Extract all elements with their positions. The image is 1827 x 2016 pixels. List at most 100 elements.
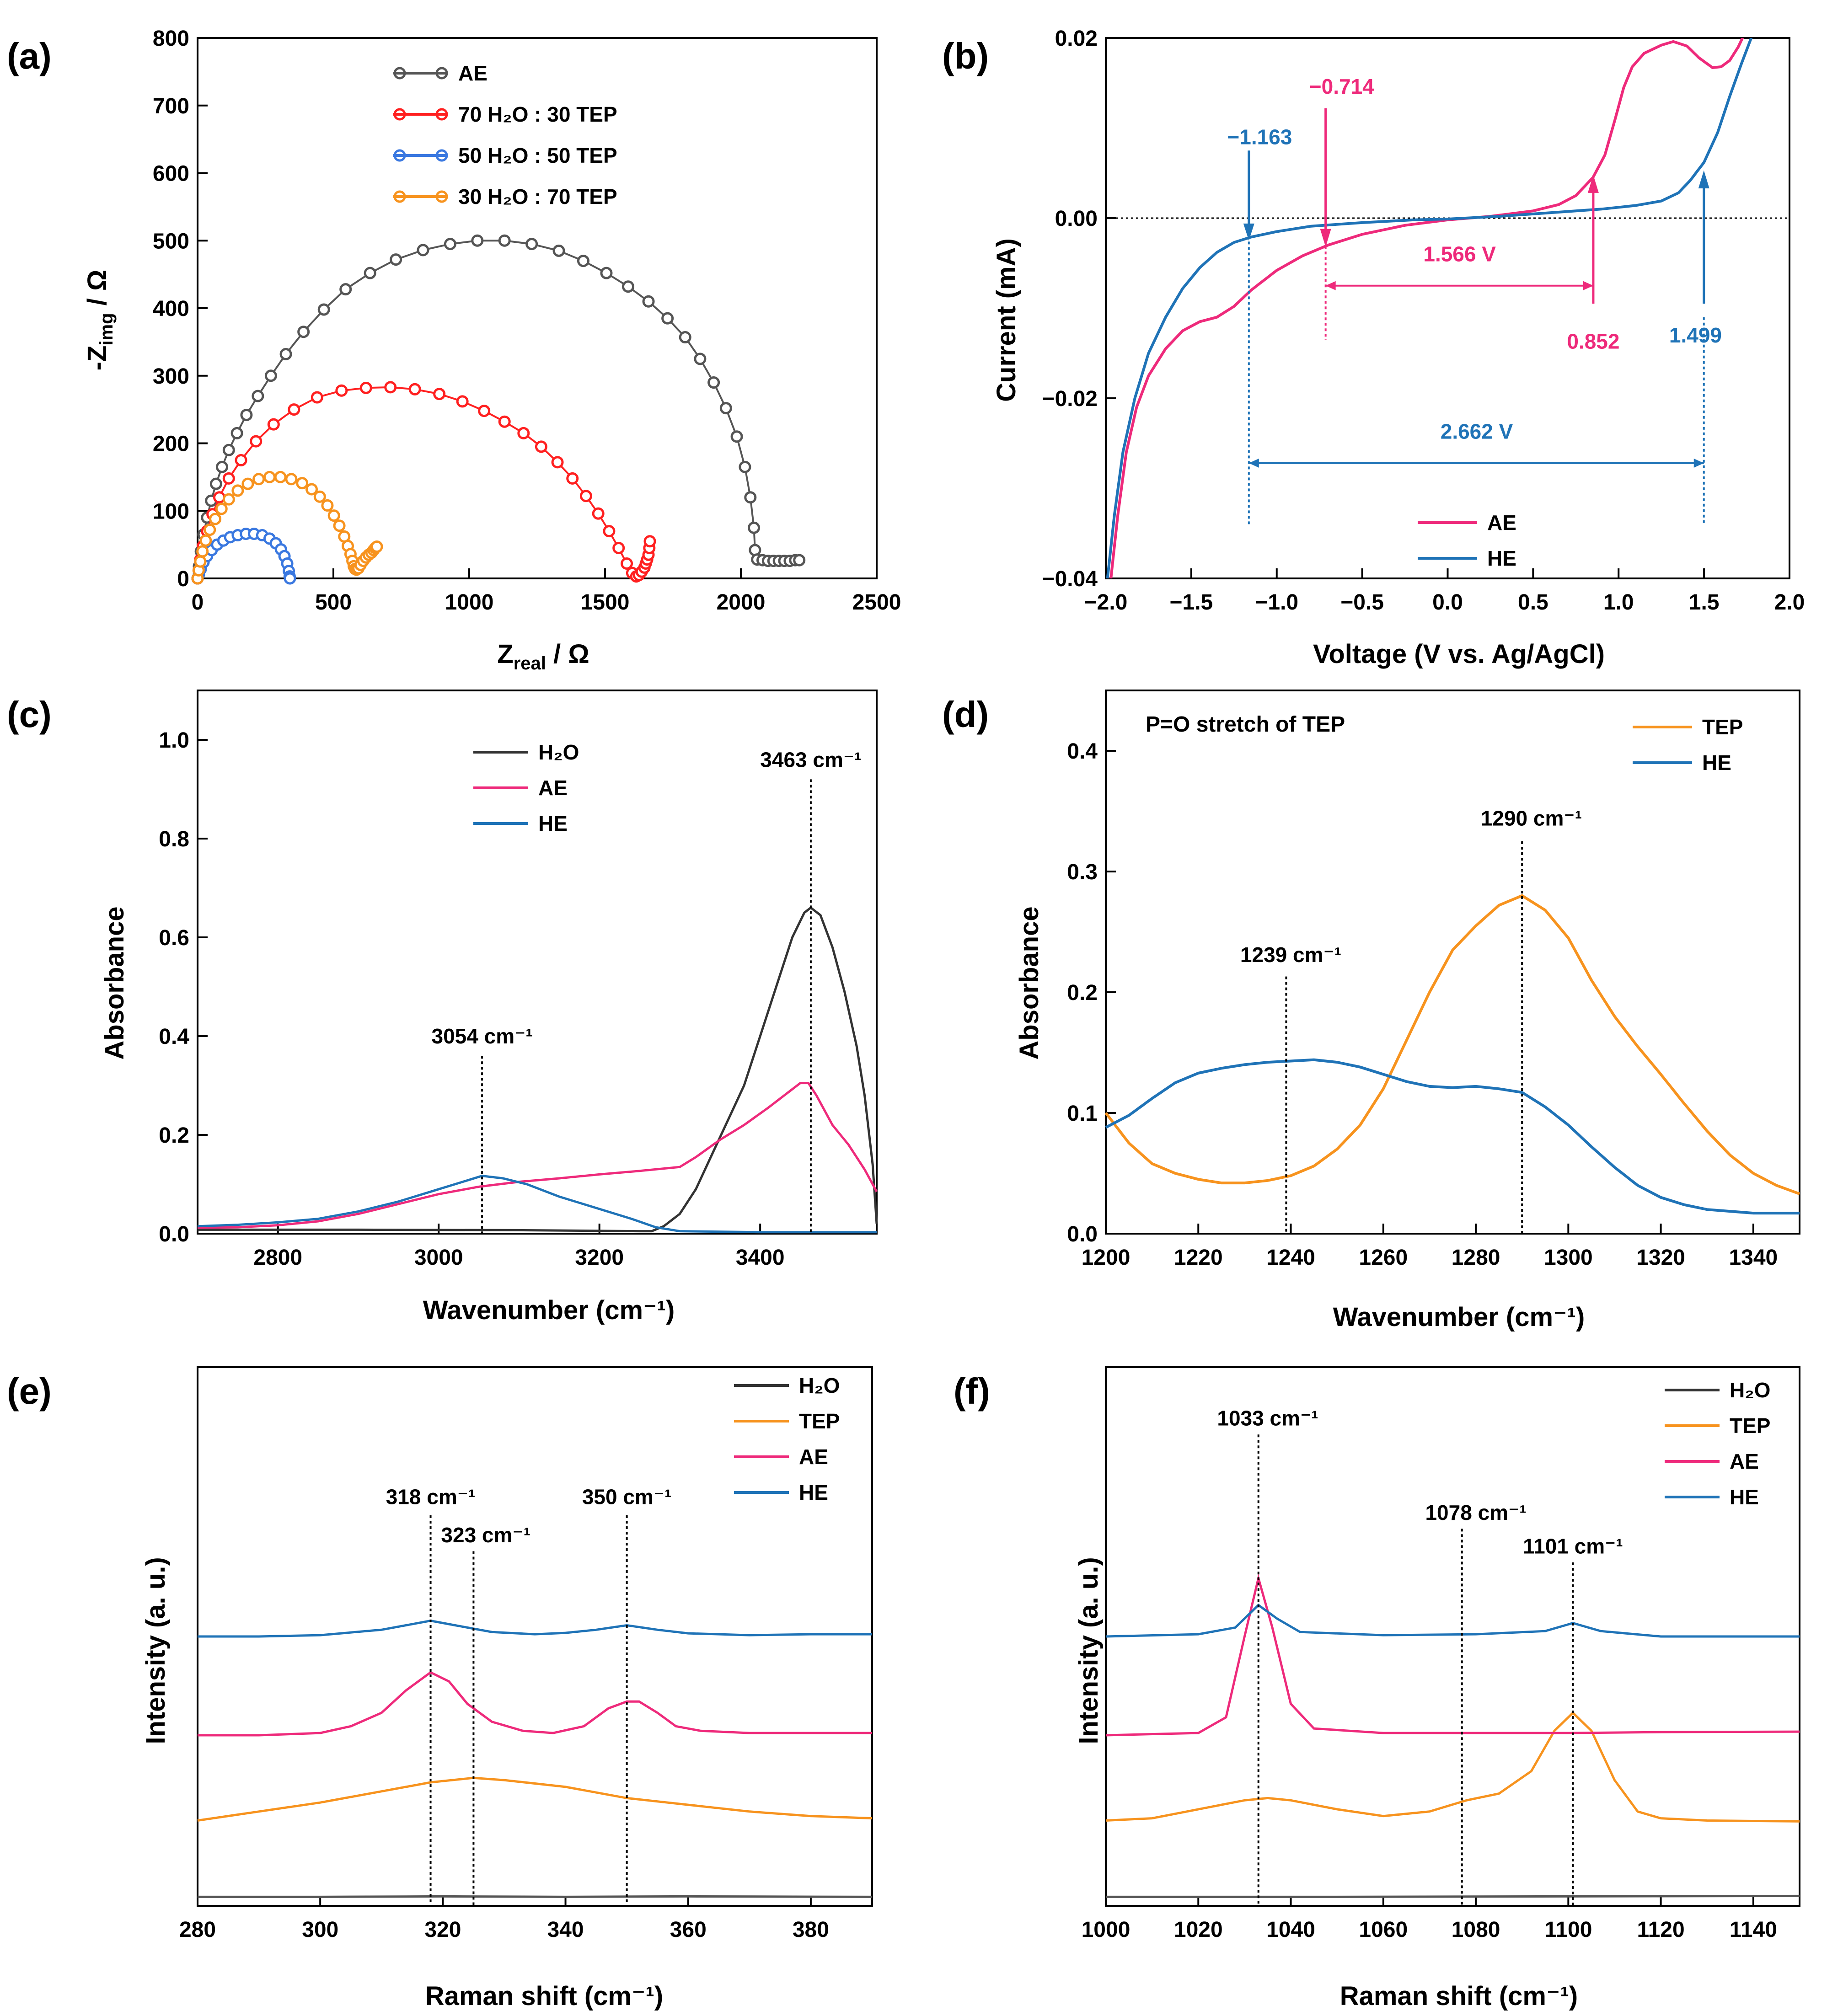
x-tick-label: −2.0 xyxy=(1084,590,1128,615)
he-left-value: −1.163 xyxy=(1227,125,1292,149)
ae-window-arrowhead xyxy=(1583,281,1593,290)
panel-a-ylabel: -Zimg / Ω xyxy=(82,270,117,371)
data-point xyxy=(642,295,655,308)
panel-b-legend: AE HE xyxy=(1418,511,1516,570)
plot-frame xyxy=(1105,37,1790,579)
x-tick-label: 1020 xyxy=(1174,1918,1223,1942)
y-tick-label: 100 xyxy=(153,499,189,524)
panel-b-annotations: −0.714 −1.163 0.852 1.499 1.566 V 2.662 V xyxy=(1227,75,1722,524)
legend-label: HE xyxy=(1730,1485,1759,1509)
peak-label: 3054 cm⁻¹ xyxy=(432,1024,533,1048)
panel-b-xlabel: Voltage (V vs. Ag/AgCl) xyxy=(1313,639,1605,669)
legend-label: 70 H₂O : 30 TEP xyxy=(458,102,617,126)
panel-e: (e) 280 300 320 340 360 380 Intensity (a. u.)… xyxy=(7,1366,873,2011)
legend-label: H₂O xyxy=(799,1374,840,1397)
panel-f-plot: 1000 1020 1040 1060 1080 1100 1120 1140 xyxy=(1082,1366,1800,1942)
data-point xyxy=(621,557,633,570)
panel-e-annotations: 318 cm⁻¹ 323 cm⁻¹ 350 cm⁻¹ xyxy=(386,1485,672,1906)
panel-e-label: (e) xyxy=(7,1371,52,1412)
panel-d-label: (d) xyxy=(942,694,989,735)
data-point xyxy=(417,244,429,257)
x-tick-label: 1120 xyxy=(1637,1918,1685,1942)
data-point xyxy=(194,555,207,568)
data-point xyxy=(478,405,491,417)
he-right-value: 1.499 xyxy=(1669,323,1722,347)
series-line-h2o xyxy=(198,1895,873,1898)
x-tick-label: 280 xyxy=(179,1918,216,1942)
series-line-tep xyxy=(1104,894,1800,1195)
peak-label: 350 cm⁻¹ xyxy=(582,1485,672,1508)
legend-label: TEP xyxy=(799,1409,840,1433)
series-line-ae xyxy=(1109,38,1744,578)
data-point xyxy=(444,238,456,251)
legend-label: 30 H₂O : 70 TEP xyxy=(458,185,617,209)
x-tick-label: 1300 xyxy=(1544,1246,1593,1270)
series-ae xyxy=(191,234,806,585)
data-point xyxy=(551,456,564,469)
panel-a-label: (a) xyxy=(7,36,52,76)
data-point xyxy=(250,435,263,448)
panel-b-ylabel: Current (mA) xyxy=(991,238,1021,402)
y-tick-label: 0.00 xyxy=(1055,207,1098,231)
data-point xyxy=(335,384,348,397)
data-point xyxy=(359,381,372,394)
panel-d-xlabel: Wavenumber (cm⁻¹) xyxy=(1333,1302,1585,1332)
x-tick-label: 1320 xyxy=(1636,1246,1685,1270)
x-tick-label: 1260 xyxy=(1359,1246,1408,1270)
y-tick-label: 0.0 xyxy=(1067,1222,1098,1246)
ae-left-value: −0.714 xyxy=(1309,75,1374,98)
legend-label: AE xyxy=(458,61,488,85)
series-line-ae xyxy=(1105,1573,1800,1737)
x-tick-label: 380 xyxy=(793,1918,829,1942)
y-tick-label: 0.2 xyxy=(159,1123,189,1148)
ae-window-arrowhead xyxy=(1325,281,1336,290)
panel-f-label: (f) xyxy=(954,1371,990,1412)
x-tick-label: 2800 xyxy=(253,1246,302,1270)
panel-d-ylabel: Absorbance xyxy=(1014,906,1044,1059)
ae-right-arrowhead xyxy=(1587,175,1599,193)
panel-c-annotations: 3054 cm⁻¹ 3463 cm⁻¹ xyxy=(432,748,861,1234)
panel-c-label: (c) xyxy=(7,694,52,735)
data-point xyxy=(339,283,352,296)
panel-f-annotations: 1033 cm⁻¹ 1078 cm⁻¹ 1101 cm⁻¹ xyxy=(1217,1406,1623,1906)
data-point xyxy=(317,303,330,316)
panel-e-plot: 280 300 320 340 360 380 xyxy=(179,1366,873,1942)
data-point xyxy=(230,427,243,439)
data-point xyxy=(592,507,605,520)
x-tick-label: 3200 xyxy=(575,1246,624,1270)
x-tick-label: 500 xyxy=(315,590,352,615)
data-point xyxy=(498,234,511,247)
data-point xyxy=(793,554,806,567)
legend-marker xyxy=(435,108,448,121)
data-point xyxy=(456,395,469,408)
panel-c-plot: 2800 3000 3200 3400 0.0 0.2 0.4 0.6 0.8 1.0 xyxy=(159,690,878,1270)
x-tick-label: 320 xyxy=(424,1918,461,1942)
legend-marker xyxy=(393,108,406,121)
data-point xyxy=(264,369,277,382)
legend-label: AE xyxy=(1730,1449,1759,1473)
series-30-h2o-70-tep xyxy=(191,471,383,585)
peak-label: 1078 cm⁻¹ xyxy=(1425,1501,1526,1524)
data-point xyxy=(327,509,340,522)
legend-marker xyxy=(393,190,406,203)
x-tick-label: −1.5 xyxy=(1169,590,1213,615)
x-tick-label: 1100 xyxy=(1544,1918,1592,1942)
data-point xyxy=(498,415,511,428)
y-tick-label: 500 xyxy=(153,229,189,253)
series-line-he xyxy=(1106,38,1753,578)
data-point xyxy=(252,473,265,486)
x-tick-label: 1280 xyxy=(1452,1246,1500,1270)
data-point xyxy=(600,267,613,279)
data-point xyxy=(274,471,287,483)
panel-a-legend: AE 70 H₂O : 30 TEP 50 H₂O : 50 TEP 30 H₂O :… xyxy=(393,61,617,209)
panel-b-plot: −2.0 −1.5 −1.0 −0.5 0.0 0.5 1.0 1.5 2.0 −0.04 −0.0… xyxy=(1042,27,1805,615)
x-tick-label: 1.5 xyxy=(1689,590,1720,615)
x-tick-label: 1220 xyxy=(1174,1246,1223,1270)
legend-label: AE xyxy=(1487,511,1516,535)
data-point xyxy=(209,513,222,525)
series-line-he xyxy=(198,1620,872,1638)
y-tick-label: 600 xyxy=(153,162,189,186)
panel-c-xlabel: Wavenumber (cm⁻¹) xyxy=(423,1295,675,1325)
y-tick-label: 300 xyxy=(153,364,189,389)
